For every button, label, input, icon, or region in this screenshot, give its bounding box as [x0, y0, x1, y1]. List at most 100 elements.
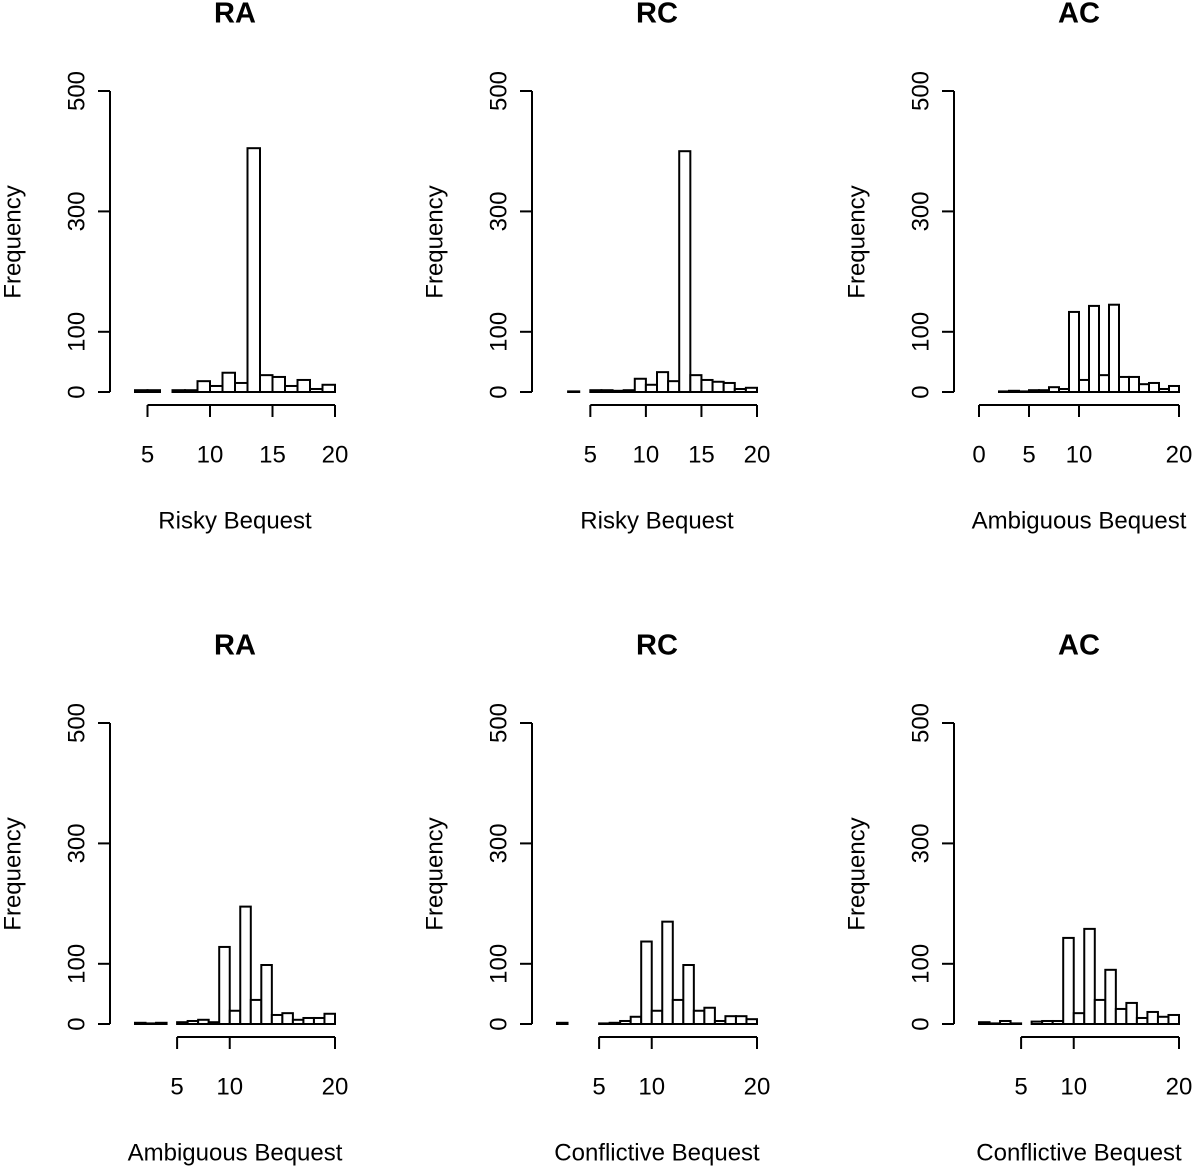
x-tick-label: 5: [141, 441, 154, 468]
bar: [260, 964, 273, 1026]
bar: [1146, 1010, 1159, 1026]
bar: [556, 1021, 569, 1026]
bar: [321, 383, 336, 394]
bar: [259, 374, 274, 394]
y-tick-label: 300: [63, 823, 90, 863]
chart-title: AC: [1058, 630, 1100, 662]
bar: [633, 377, 647, 394]
y-axis-label: Frequency: [843, 185, 870, 298]
bar: [155, 1021, 168, 1026]
bar: [724, 1015, 737, 1026]
x-axis-label: Ambiguous Bequest: [972, 507, 1187, 534]
y-tick-label: 0: [907, 385, 934, 398]
bar: [186, 1019, 200, 1025]
bar: [1058, 387, 1070, 393]
bar: [176, 1021, 189, 1025]
y-tick-label: 300: [907, 823, 934, 863]
bar: [644, 383, 659, 394]
y-axis-label: Frequency: [421, 185, 448, 298]
chart-title: AC: [1058, 0, 1100, 30]
bar: [661, 920, 674, 1025]
bar: [1168, 384, 1180, 394]
bar: [678, 150, 692, 393]
bar: [1009, 1022, 1023, 1026]
bar: [567, 390, 581, 394]
x-tick-label: 10: [1060, 1073, 1087, 1100]
y-tick-label: 500: [907, 703, 934, 743]
x-axis-label: Conflictive Bequest: [976, 1139, 1182, 1166]
x-axis-label: Risky Bequest: [580, 507, 734, 534]
bar: [270, 1013, 284, 1025]
x-tick-label: 20: [744, 441, 771, 468]
bar: [722, 381, 736, 394]
bar: [988, 1022, 1002, 1026]
bar: [184, 389, 199, 394]
bar: [589, 389, 603, 394]
y-tick-label: 0: [63, 1017, 90, 1030]
bar: [312, 1016, 326, 1025]
bar: [1108, 303, 1120, 393]
y-tick-label: 500: [63, 703, 90, 743]
bar: [1104, 968, 1117, 1026]
x-axis-label: Conflictive Bequest: [554, 1139, 760, 1166]
x-tick-label: 20: [744, 1073, 771, 1100]
x-tick-label: 5: [584, 441, 597, 468]
bar: [1068, 310, 1080, 393]
bar: [999, 1019, 1012, 1025]
bar: [134, 389, 149, 394]
y-tick-label: 0: [485, 1017, 512, 1030]
bar: [296, 378, 311, 393]
bar: [1135, 1016, 1149, 1025]
bar: [711, 380, 725, 393]
y-tick-label: 300: [485, 191, 512, 231]
bar: [284, 384, 299, 394]
y-tick-label: 0: [485, 385, 512, 398]
y-tick-label: 500: [907, 71, 934, 111]
chart-title: RA: [214, 630, 256, 662]
bar: [1125, 1001, 1138, 1025]
bar: [218, 945, 231, 1025]
bar: [291, 1018, 305, 1026]
bar: [207, 1021, 221, 1025]
bar: [1167, 1013, 1180, 1025]
bar: [144, 1022, 158, 1026]
bar: [611, 389, 625, 393]
bar: [1148, 381, 1160, 394]
bar: [1051, 1019, 1065, 1025]
bar: [281, 1012, 294, 1026]
bar: [171, 389, 186, 394]
y-tick-label: 500: [485, 71, 512, 111]
bar: [1114, 1007, 1128, 1026]
bar: [744, 386, 759, 394]
bar: [733, 387, 747, 393]
bar: [671, 998, 685, 1025]
bar: [196, 380, 211, 394]
bar: [228, 1009, 242, 1025]
bar: [713, 1019, 727, 1025]
bar: [323, 1012, 337, 1025]
x-axis-label: Risky Bequest: [158, 507, 312, 534]
bar: [745, 1018, 759, 1026]
bar: [1038, 389, 1050, 394]
bar: [734, 1015, 748, 1026]
x-tick-label: 10: [633, 441, 660, 468]
bar: [640, 940, 653, 1025]
bar: [234, 381, 249, 394]
y-axis-label: Frequency: [421, 817, 448, 930]
bar: [600, 389, 614, 394]
bar: [1083, 927, 1096, 1025]
bar: [1018, 390, 1030, 394]
x-tick-label: 15: [688, 441, 715, 468]
bar: [1041, 1019, 1054, 1025]
bar: [1078, 378, 1090, 393]
x-tick-label: 10: [216, 1073, 243, 1100]
bar: [700, 378, 714, 393]
bar: [209, 384, 224, 394]
y-tick-label: 100: [485, 944, 512, 984]
x-tick-label: 20: [1166, 441, 1193, 468]
bar: [598, 1022, 611, 1026]
chart-title: RA: [214, 0, 256, 30]
bar: [302, 1016, 315, 1025]
bar: [998, 390, 1010, 394]
